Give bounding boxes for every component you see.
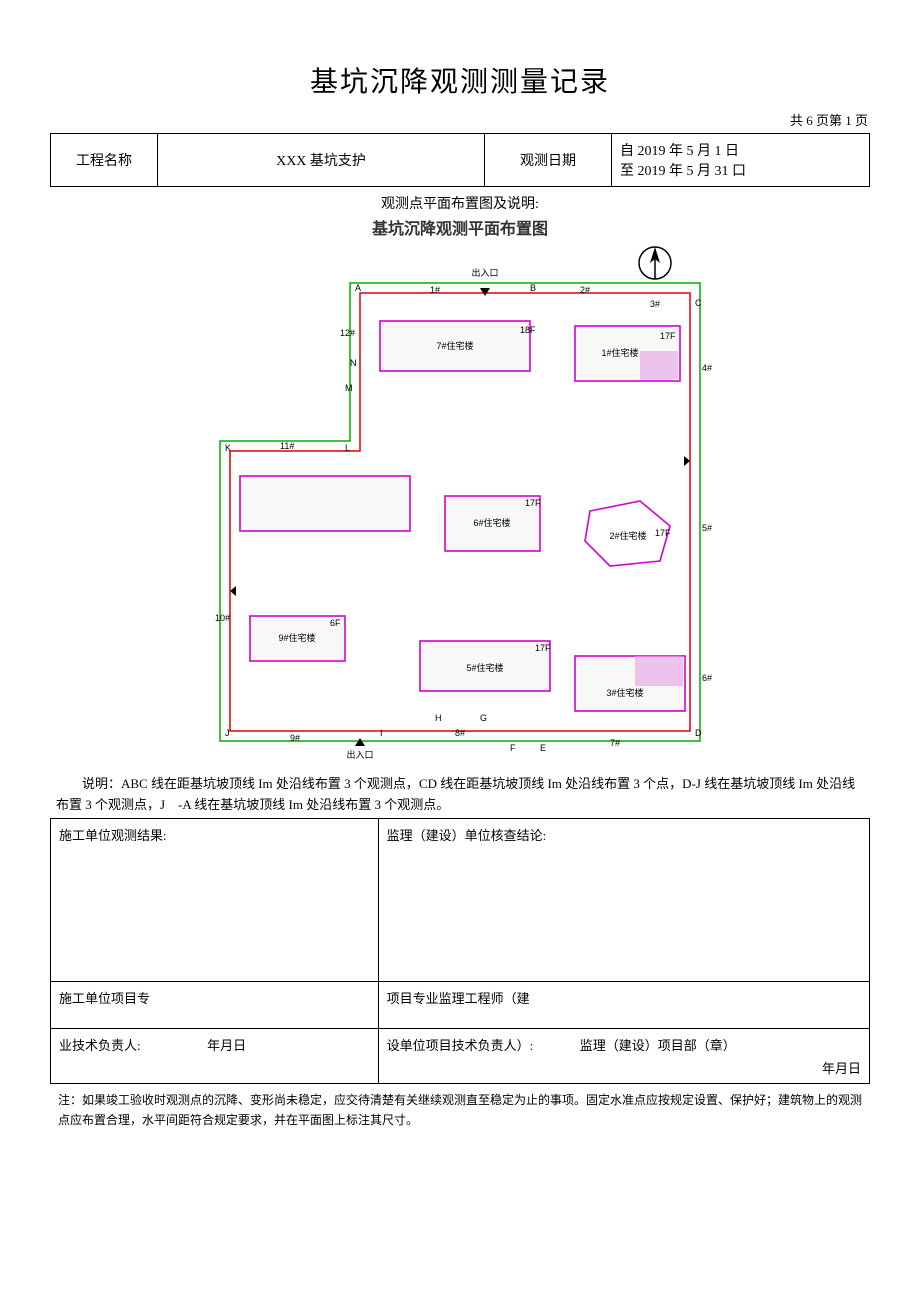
project-label: 工程名称: [51, 134, 158, 187]
bldg-2-label: 2#住宅楼: [609, 530, 646, 541]
date-label: 观测日期: [485, 134, 612, 187]
supervision-sig-line2: 设单位项目技术负责人）:: [387, 1038, 534, 1053]
entry-bottom-label: 出入口: [346, 749, 373, 760]
arrow-left: [230, 586, 236, 596]
site-plan-diagram: 基坑沉降观测平面布置图 出入口 出入口 A B C D E F G H I J …: [180, 215, 740, 766]
supervision-stamp: 监理（建设）项目部（章）: [580, 1038, 736, 1053]
construction-sig-line1: 施工单位项目专: [59, 991, 150, 1006]
diagram-title: 基坑沉降观测平面布置图: [180, 215, 740, 239]
page-count: 共 6 页第 1 页: [52, 110, 868, 129]
north-arrow-icon: [639, 247, 671, 279]
bldg-1-hatch: [640, 351, 678, 379]
bldg-9-label: 9#住宅楼: [278, 632, 315, 643]
seg-8: 8#: [455, 728, 465, 738]
date-from: 自 2019 年 5 月 1 日: [620, 140, 861, 160]
arrow-right: [684, 456, 690, 466]
conclusion-table: 施工单位观测结果: 监理（建设）单位核查结论: 施工单位项目专 项目专业监理工程…: [50, 818, 870, 1084]
pt-K: K: [225, 443, 231, 453]
seg-1: 1#: [430, 285, 440, 295]
bldg-left-long: [240, 476, 410, 531]
bldg-3-label: 3#住宅楼: [606, 687, 643, 698]
pt-A: A: [355, 283, 361, 293]
site-plan-svg: 出入口 出入口 A B C D E F G H I J K L M N 1# 2…: [180, 241, 740, 761]
footnote: 注：如果竣工验收时观测点的沉降、变形尚未稳定，应交待清楚有关继续观测直至稳定为止…: [50, 1084, 870, 1131]
construction-sig-cell-1: 施工单位项目专: [51, 981, 379, 1028]
supervision-sig-cell-1: 项目专业监理工程师（建: [378, 981, 869, 1028]
supervision-result-cell: 监理（建设）单位核查结论:: [378, 818, 869, 981]
pt-L: L: [345, 443, 350, 453]
pt-N: N: [350, 358, 357, 368]
seg-4: 4#: [702, 363, 712, 373]
seg-12: 12#: [340, 328, 355, 338]
entry-top-icon: [480, 288, 490, 296]
page-title: 基坑沉降观测测量记录: [50, 60, 870, 100]
entry-top-label: 出入口: [471, 267, 498, 278]
pt-D: D: [695, 728, 702, 738]
seg-5: 5#: [702, 523, 712, 533]
bldg-6-label: 6#住宅楼: [473, 517, 510, 528]
pt-B: B: [530, 283, 536, 293]
project-name: XXX 基坑支护: [158, 134, 485, 187]
supervision-date: 年月日: [387, 1058, 861, 1077]
seg-9: 9#: [290, 733, 300, 743]
pt-C: C: [695, 298, 702, 308]
pt-I: I: [380, 728, 383, 738]
bldg-7-label: 7#住宅楼: [436, 340, 473, 351]
bldg-1-floors: 17F: [660, 331, 676, 341]
construction-result-title: 施工单位观测结果:: [59, 825, 370, 844]
pt-G: G: [480, 713, 487, 723]
plan-caption: 观测点平面布置图及说明:: [50, 193, 870, 213]
seg-11: 11#: [280, 441, 294, 451]
bldg-3-hatch: [635, 656, 683, 686]
supervision-sig-cell-2: 设单位项目技术负责人）: 监理（建设）项目部（章） 年月日: [378, 1028, 869, 1083]
seg-6: 6#: [702, 673, 712, 683]
supervision-result-title: 监理（建设）单位核查结论:: [387, 825, 861, 844]
header-table: 工程名称 XXX 基坑支护 观测日期 自 2019 年 5 月 1 日 至 20…: [50, 133, 870, 187]
pt-E: E: [540, 743, 546, 753]
bldg-1-label: 1#住宅楼: [601, 347, 638, 358]
date-range: 自 2019 年 5 月 1 日 至 2019 年 5 月 31 口: [612, 134, 870, 187]
bldg-5-label: 5#住宅楼: [466, 662, 503, 673]
construction-sig-cell-2: 业技术负责人: 年月日: [51, 1028, 379, 1083]
construction-result-cell: 施工单位观测结果:: [51, 818, 379, 981]
seg-7: 7#: [610, 738, 620, 748]
pt-M: M: [345, 383, 353, 393]
bldg-9-floors: 6F: [330, 618, 341, 628]
construction-date: 年月日: [207, 1038, 246, 1053]
bldg-2-floors: 17F: [655, 528, 671, 538]
bldg-6-floors: 17F: [525, 498, 541, 508]
pt-H: H: [435, 713, 442, 723]
bldg-5-floors: 17F: [535, 643, 551, 653]
construction-sig-line2: 业技术负责人:: [59, 1038, 141, 1053]
seg-3: 3#: [650, 299, 660, 309]
seg-10: 10#: [215, 613, 230, 623]
entry-bottom-icon: [355, 738, 365, 746]
bldg-7-floors: 18F: [520, 325, 536, 335]
supervision-sig-line1: 项目专业监理工程师（建: [387, 991, 530, 1006]
description-text: 说明：ABC 线在距基坑坡顶线 Im 处沿线布置 3 个观测点，CD 线在距基坑…: [50, 774, 870, 816]
seg-2: 2#: [580, 285, 590, 295]
pt-F: F: [510, 743, 516, 753]
date-to: 至 2019 年 5 月 31 口: [620, 160, 861, 180]
pt-J: J: [225, 728, 230, 738]
